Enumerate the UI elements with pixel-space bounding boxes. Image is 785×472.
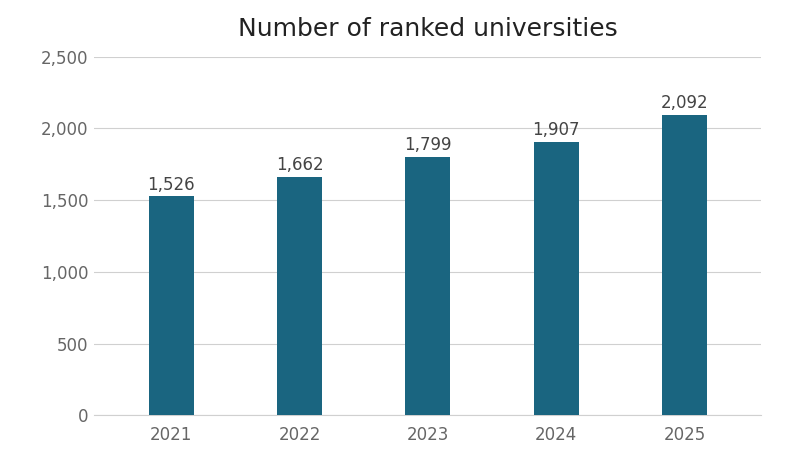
Text: 2,092: 2,092 xyxy=(661,94,708,112)
Text: 1,662: 1,662 xyxy=(276,156,323,174)
Title: Number of ranked universities: Number of ranked universities xyxy=(238,17,618,41)
Text: 1,907: 1,907 xyxy=(532,121,580,139)
Text: 1,799: 1,799 xyxy=(404,136,451,154)
Bar xyxy=(662,115,707,415)
Bar xyxy=(534,142,579,415)
Bar xyxy=(148,196,194,415)
Text: 1,526: 1,526 xyxy=(148,176,195,194)
Bar xyxy=(405,157,451,415)
Bar xyxy=(277,177,322,415)
